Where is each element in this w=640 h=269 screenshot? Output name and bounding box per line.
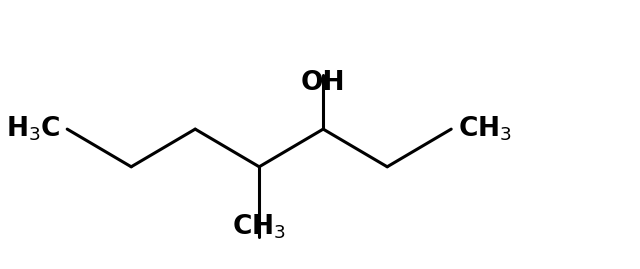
Text: H$_3$C: H$_3$C [6,115,61,143]
Text: CH$_3$: CH$_3$ [458,115,511,143]
Text: OH: OH [301,70,346,96]
Text: CH$_3$: CH$_3$ [232,212,286,241]
